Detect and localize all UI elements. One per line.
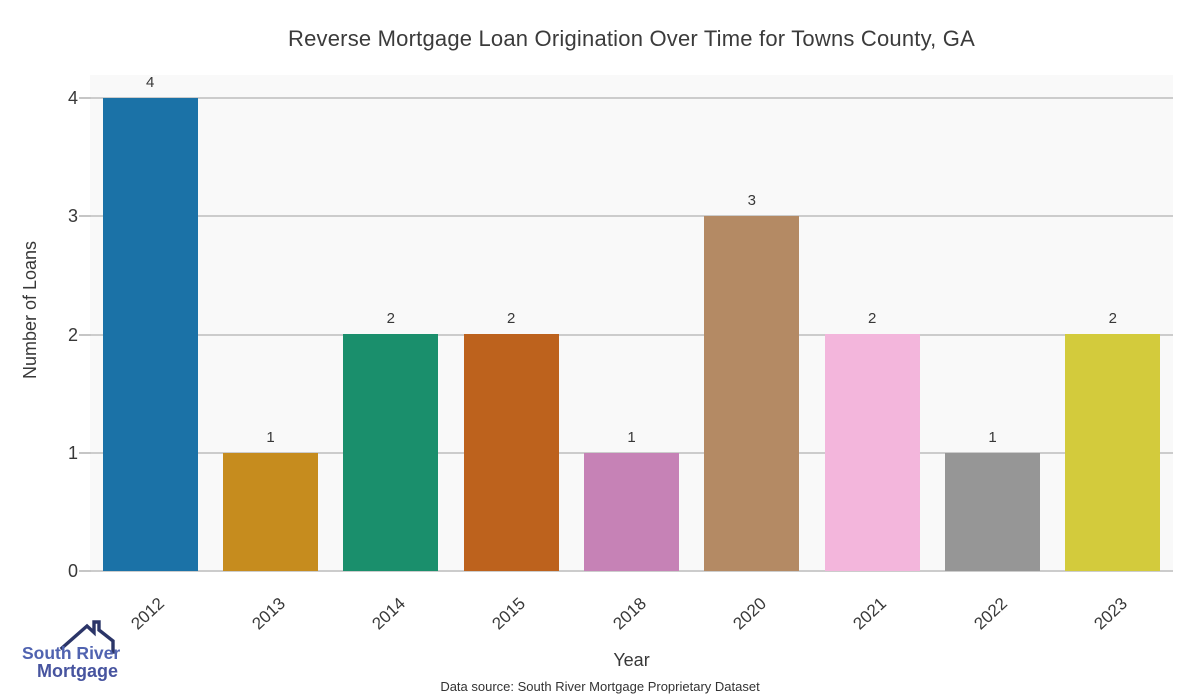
bar-2020: [704, 216, 800, 571]
data-source-caption: Data source: South River Mortgage Propri…: [440, 679, 760, 694]
x-tick-label: 2020: [729, 593, 770, 634]
gridline-y4: [90, 97, 1173, 99]
logo-text-line1: South River: [22, 643, 121, 663]
y-axis-tick: [79, 215, 91, 218]
bar-value-label: 2: [506, 310, 516, 327]
logo-text-line2: Mortgage: [37, 661, 118, 681]
x-tick-label: 2014: [368, 593, 409, 634]
bar-value-label: 1: [627, 429, 636, 446]
bar-2022: [945, 453, 1040, 571]
y-tick-label: 4: [67, 88, 78, 108]
bar-2012: [102, 98, 198, 571]
y-tick-label: 2: [67, 324, 78, 345]
x-tick-label: 2021: [849, 593, 891, 634]
y-axis-tick: [79, 451, 91, 454]
bar-value-label: 3: [747, 192, 756, 209]
bar-value-label: 2: [386, 310, 395, 327]
y-axis-tick: [79, 97, 91, 99]
x-tick-label: 2013: [247, 593, 289, 634]
y-tick-label: 1: [67, 442, 78, 463]
house-roof-icon: [59, 620, 115, 654]
x-tick-label: 2023: [1090, 593, 1131, 634]
gridline-y2: [90, 333, 1173, 336]
y-tick-label: 3: [67, 206, 78, 227]
gridline-y0: [90, 570, 1173, 572]
plot-area: [90, 75, 1173, 572]
bar-2015: [463, 334, 559, 571]
y-tick-label: 0: [67, 561, 78, 581]
y-axis-tick: [79, 570, 91, 572]
bar-value-label: 2: [1108, 310, 1117, 327]
x-tick-label: 2018: [608, 593, 650, 634]
chart-title: Reverse Mortgage Loan Origination Over T…: [288, 26, 975, 51]
y-axis-title: Number of Loans: [20, 240, 40, 380]
x-axis-title: Year: [613, 650, 650, 670]
bar-value-label: 1: [988, 429, 997, 446]
bar-2013: [223, 453, 318, 571]
bar-value-label: 1: [266, 429, 275, 446]
gridline-y3: [90, 215, 1173, 218]
x-tick-label: 2022: [969, 593, 1011, 634]
x-tick-label: 2015: [488, 593, 530, 634]
bar-2014: [343, 334, 439, 571]
bar-2021: [824, 334, 920, 571]
bar-value-label: 4: [145, 74, 155, 91]
company-logo: South River Mortgage: [8, 598, 140, 681]
y-axis-tick: [79, 333, 91, 336]
bar-2018: [584, 453, 679, 571]
gridline-y1: [90, 451, 1173, 454]
bar-2023: [1065, 334, 1161, 571]
bar-value-label: 2: [867, 310, 877, 327]
